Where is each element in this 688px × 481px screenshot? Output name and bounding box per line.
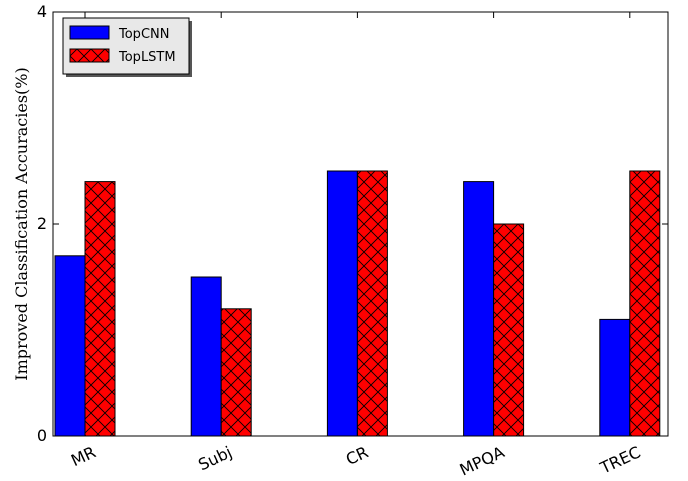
legend-label-toplstm: TopLSTM — [118, 50, 176, 65]
bar-topcnn-cr — [326, 170, 358, 437]
legend-swatch-topcnn — [69, 25, 110, 40]
xtick-label: TREC — [596, 442, 643, 477]
bar-toplstm-trec — [629, 170, 661, 437]
legend-label-topcnn: TopCNN — [118, 27, 169, 42]
bar-topcnn-mpqa — [463, 181, 495, 437]
bar-topcnn-mr — [54, 255, 86, 437]
legend: TopCNN TopLSTM — [62, 17, 192, 77]
y-axis-label: Improved Classification Accuracies(%) — [12, 67, 31, 380]
bar-toplstm-mr — [84, 181, 116, 437]
bar-topcnn-subj — [190, 276, 222, 437]
bar-toplstm-subj — [220, 308, 252, 437]
ytick-label: 2 — [37, 214, 47, 233]
ytick-label: 0 — [37, 426, 47, 445]
xtick-label: Subj — [195, 442, 235, 474]
xtick-label: MPQA — [457, 442, 508, 479]
bar-toplstm-cr — [356, 170, 388, 437]
ytick-label: 4 — [37, 2, 47, 21]
plot-area — [54, 170, 661, 437]
bar-toplstm-mpqa — [493, 223, 525, 437]
bar-topcnn-trec — [599, 318, 631, 437]
xtick-label: CR — [343, 442, 371, 469]
xtick-label: MR — [68, 442, 99, 470]
legend-swatch-toplstm — [69, 48, 110, 63]
